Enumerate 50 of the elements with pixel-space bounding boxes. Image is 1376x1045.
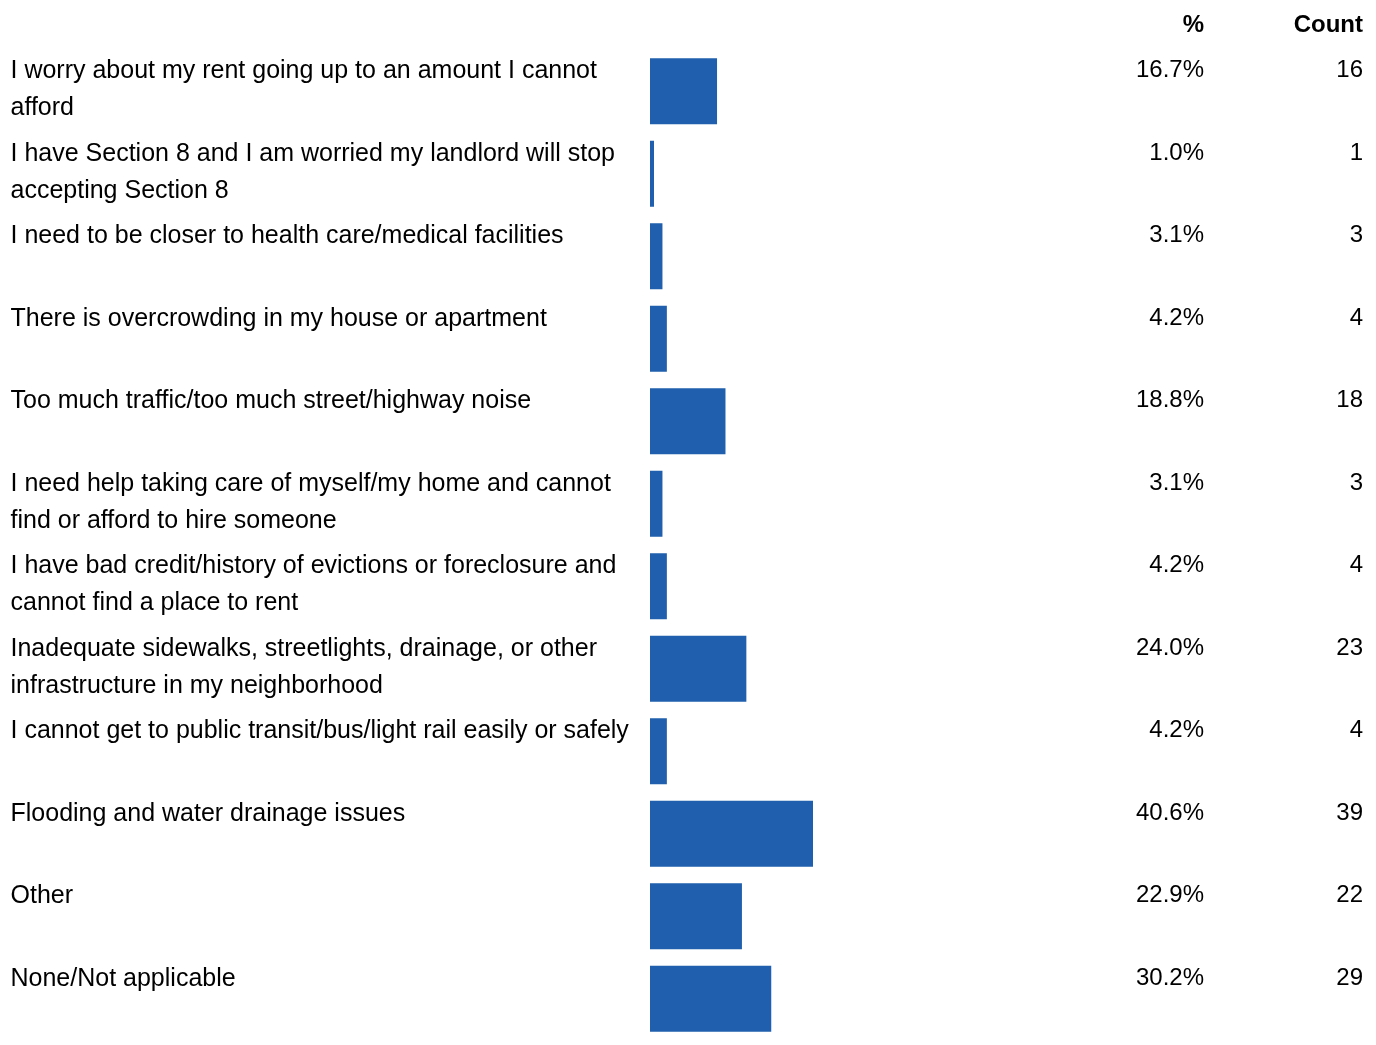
text: 18 [1336, 385, 1363, 413]
bar [650, 140, 655, 207]
y-tick-label: I need to be closer to health care/medical facilities [10, 220, 564, 249]
data-label: 3.1% [1149, 220, 1204, 248]
text: 39 [1336, 797, 1363, 825]
bar [650, 965, 772, 1032]
data-label: 4.2% [1149, 550, 1204, 578]
y-tick-label: Inadequate sidewalks, streetlights, drainage, or other infrastructure in my neighborhood [10, 632, 597, 698]
text: 16 [1336, 55, 1363, 83]
bar [650, 388, 726, 455]
text: 4 [1349, 550, 1363, 578]
data-label: 22.9% [1135, 880, 1204, 908]
text: 3 [1349, 220, 1363, 248]
bar [650, 223, 663, 290]
bar [650, 883, 742, 950]
text: % [1182, 10, 1204, 37]
data-label: 18.8% [1135, 385, 1204, 413]
text: 23 [1336, 632, 1363, 660]
data-label: 4.2% [1149, 715, 1204, 743]
y-tick-label: I have Section 8 and I am worried my landlord will stop accepting Section 8 [10, 137, 615, 203]
data-label: 30.2% [1135, 962, 1204, 990]
text: 29 [1336, 962, 1363, 990]
bar [650, 470, 663, 537]
text: 1 [1349, 137, 1363, 165]
y-tick-label: There is overcrowding in my house or apartment [10, 302, 547, 331]
y-tick-label: I worry about my rent going up to an amount I cannot afford [10, 55, 597, 121]
bar [650, 800, 813, 867]
text: 22 [1336, 880, 1363, 908]
data-label: 4.2% [1149, 302, 1204, 330]
data-label: 1.0% [1149, 137, 1204, 165]
y-tick-label: Too much traffic/too much street/highway noise [10, 385, 532, 414]
bar [650, 58, 718, 125]
text: 4 [1349, 715, 1363, 743]
y-tick-label: None/Not applicable [10, 962, 236, 991]
bar [650, 305, 667, 372]
bar [650, 553, 667, 620]
y-tick-label: I have bad credit/history of evictions or foreclosure and cannot find a place to rent [10, 550, 617, 616]
data-label: 16.7% [1135, 55, 1204, 83]
y-tick-label: Other [10, 880, 74, 909]
data-label: 3.1% [1149, 467, 1204, 495]
data-label: 24.0% [1135, 632, 1204, 660]
text: 4 [1349, 302, 1363, 330]
y-tick-label: I need help taking care of myself/my home and cannot find or afford to hire someone [10, 467, 611, 533]
text: 3 [1349, 467, 1363, 495]
y-tick-label: Flooding and water drainage issues [10, 797, 406, 826]
text: Count [1293, 10, 1363, 37]
y-tick-label: I cannot get to public transit/bus/light rail easily or safely [10, 715, 630, 744]
data-label: 40.6% [1135, 797, 1204, 825]
bar [650, 718, 667, 785]
bar [650, 635, 747, 702]
